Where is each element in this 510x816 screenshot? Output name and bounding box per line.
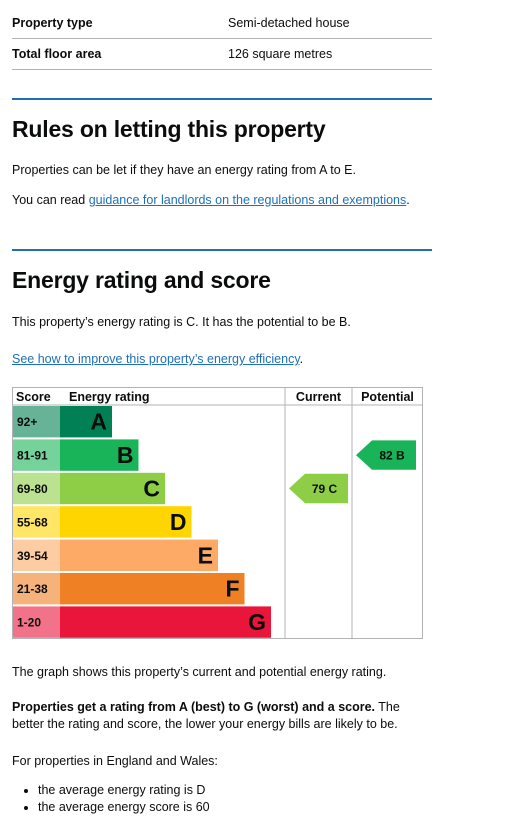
potential-rating-label: 82 B	[379, 449, 405, 463]
band-letter: F	[225, 576, 239, 602]
list-item: the average energy rating is D	[38, 782, 210, 799]
band-bar-f	[60, 573, 245, 605]
band-letter: C	[143, 476, 160, 502]
band-score-label: 39-54	[17, 549, 48, 563]
column-header: Current	[296, 390, 342, 404]
band-score-cell	[13, 506, 60, 538]
band-score-cell	[13, 439, 60, 471]
rules-heading: Rules on letting this property	[12, 116, 326, 142]
rating-info-rest: The better the rating and score, the low…	[12, 700, 400, 731]
band-letter: E	[198, 542, 213, 568]
band-score-label: 55-68	[17, 515, 48, 529]
band-score-label: 21-38	[17, 582, 48, 596]
summary-row-floor-area: Total floor area 126 square metres	[12, 39, 432, 70]
guidance-para: You can read guidance for landlords on t…	[12, 192, 432, 209]
band-bar-e	[60, 539, 218, 571]
column-header: Score	[16, 390, 51, 404]
band-score-label: 92+	[17, 415, 37, 429]
averages-intro: For properties in England and Wales:	[12, 754, 218, 768]
summary-value: Semi-detached house	[228, 16, 350, 30]
section-divider	[12, 249, 432, 251]
graph-description: The graph shows this property’s current …	[12, 665, 387, 679]
guidance-link[interactable]: guidance for landlords on the regulation…	[88, 193, 407, 207]
improve-para: See how to improve this property’s energ…	[12, 351, 432, 368]
band-letter: B	[117, 442, 134, 468]
current-rating-label: 79 C	[312, 482, 338, 496]
band-letter: A	[90, 409, 107, 435]
summary-label: Property type	[12, 16, 93, 30]
summary-value: 126 square metres	[228, 47, 333, 61]
column-header: Potential	[361, 390, 414, 404]
averages-list: the average energy rating is D the avera…	[12, 782, 210, 816]
band-score-cell	[13, 406, 60, 438]
potential-rating-arrow	[356, 440, 416, 470]
list-item: the average energy score is 60	[38, 799, 210, 816]
band-score-cell	[13, 472, 60, 505]
summary-label: Total floor area	[12, 47, 102, 61]
band-letter: G	[248, 609, 266, 635]
band-bar-b	[60, 439, 139, 471]
guidance-suffix: .	[406, 193, 410, 207]
band-bar-d	[60, 506, 192, 538]
rating-info-bold: Properties get a rating from A (best) to…	[12, 700, 376, 714]
band-score-label: 69-80	[17, 482, 48, 496]
improve-link[interactable]: See how to improve this property’s energ…	[12, 352, 300, 366]
band-bar-a	[60, 406, 112, 438]
guidance-prefix: You can read	[12, 193, 89, 207]
rules-para: Properties can be let if they have an en…	[12, 163, 356, 177]
band-score-cell	[13, 539, 60, 571]
section-divider	[12, 98, 432, 100]
band-score-label: 81-91	[17, 449, 48, 463]
improve-suffix: .	[299, 352, 304, 366]
band-score-cell	[13, 573, 60, 605]
summary-row-property-type: Property type Semi-detached house	[12, 8, 432, 39]
energy-rating-chart: Score Energy rating Current Potential 92+ A 81…	[12, 387, 423, 639]
column-header: Energy rating	[69, 390, 150, 404]
property-summary: Property type Semi-detached house Total …	[12, 8, 432, 70]
band-score-label: 1-20	[17, 616, 41, 630]
band-bar-g	[60, 606, 271, 638]
band-bar-c	[60, 472, 165, 505]
chart-frame	[12, 387, 423, 639]
energy-heading: Energy rating and score	[12, 267, 271, 293]
energy-rating-text: This property’s energy rating is C. It h…	[12, 315, 351, 329]
current-rating-arrow	[289, 473, 348, 504]
rating-info: Properties get a rating from A (best) to…	[12, 699, 432, 733]
band-letter: D	[170, 509, 187, 535]
band-score-cell	[13, 606, 60, 638]
